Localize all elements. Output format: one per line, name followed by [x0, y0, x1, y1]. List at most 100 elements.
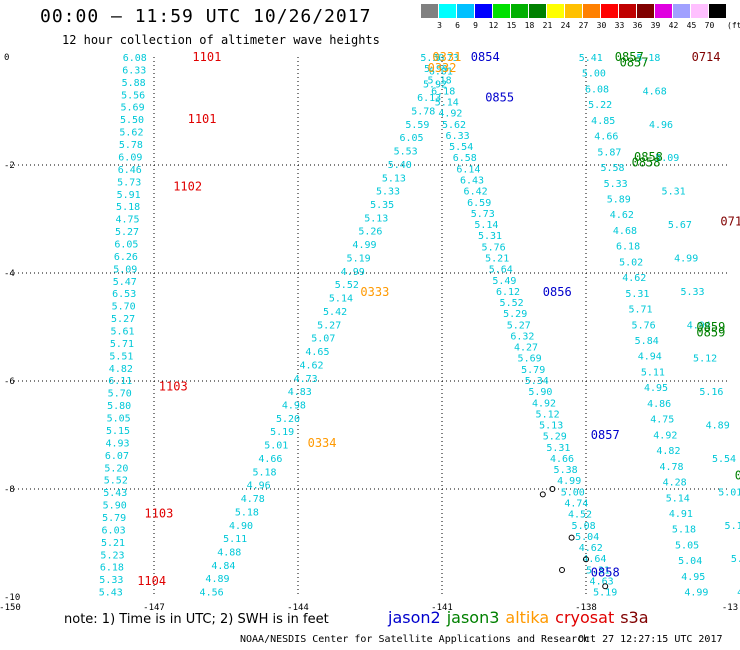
wave-height-value: 4.96	[247, 481, 271, 492]
wave-height-value: 5.43	[103, 488, 127, 499]
scale-swatch	[493, 4, 510, 18]
wave-height-value: 4.62	[579, 543, 603, 554]
wave-height-value: 5.12	[693, 354, 717, 365]
wave-height-value: 5.13	[382, 173, 406, 184]
scale-swatch	[457, 4, 474, 18]
wave-height-value: 5.69	[518, 354, 542, 365]
wave-height-value: 6.46	[118, 165, 142, 176]
wave-height-value: 5.18	[235, 507, 259, 518]
scale-label: 36	[632, 21, 643, 30]
pass-time-label: 0900	[735, 469, 740, 483]
wave-height-value: 5.31	[625, 289, 649, 300]
longitude-tick-label: -144	[287, 603, 309, 613]
wave-height-value: 6.18	[431, 86, 455, 97]
wave-height-value: 5.35	[370, 200, 394, 211]
wave-height-value: 6.08	[585, 84, 609, 95]
island-outline	[583, 556, 589, 563]
island-outline	[559, 567, 565, 573]
wave-height-value: 4.92	[653, 430, 677, 441]
wave-height-value: 5.18	[636, 53, 660, 64]
wave-height-value: 5.76	[632, 320, 656, 331]
wave-height-value: 4.66	[594, 132, 618, 143]
wave-height-value: 4.89	[706, 421, 730, 432]
wave-height-value: 5.09	[655, 153, 679, 164]
wave-height-value: 4.75	[115, 215, 139, 226]
wave-height-value: 5.99	[424, 64, 448, 75]
wave-height-value: 6.59	[467, 198, 491, 209]
scale-label: 12	[488, 21, 499, 30]
wave-height-value: 5.29	[543, 432, 567, 443]
wave-height-value: 4.92	[532, 398, 556, 409]
pass-time-label: 0858	[632, 155, 661, 169]
scale-label: 15	[506, 21, 517, 30]
scale-swatch	[547, 4, 564, 18]
wave-height-value: 5.14	[474, 220, 498, 231]
wave-height-value: 6.05	[399, 133, 423, 144]
footer-credit: NOAA/NESDIS Center for Satellite Applica…	[240, 634, 590, 645]
wave-height-value: 4.85	[591, 116, 615, 127]
wave-height-value: 5.14	[666, 493, 690, 504]
wave-height-value: 5.42	[323, 307, 347, 318]
island-outline	[549, 486, 556, 492]
legend-cryosat: cryosat	[555, 608, 615, 627]
longitude-tick-label: -141	[431, 603, 453, 613]
wave-height-value: 4.68	[613, 226, 637, 237]
scale-swatch	[583, 4, 600, 18]
wave-height-value: 5.16	[699, 387, 723, 398]
wave-height-value: 6.12	[496, 287, 520, 298]
longitude-tick-label: -147	[143, 603, 165, 613]
wave-height-value: 5.18	[252, 467, 276, 478]
wave-height-value: 6.18	[100, 563, 124, 574]
wave-height-value: 5.49	[492, 276, 516, 287]
scale-swatch	[691, 4, 708, 18]
pass-time-label: 0858	[634, 150, 663, 164]
wave-height-value: 5.27	[115, 227, 139, 238]
scale-label: 42	[668, 21, 679, 30]
wave-height-value: 5.09	[731, 554, 740, 565]
wave-height-value: 5.47	[113, 277, 137, 288]
wave-height-value: 4.82	[656, 446, 680, 457]
wave-height-value: 5.22	[588, 100, 612, 111]
wave-height-value: 5.05	[107, 414, 131, 425]
wave-height-value: 5.11	[223, 534, 247, 545]
scale-label: 21	[542, 21, 553, 30]
pass-time-label: 0331	[432, 50, 461, 64]
wave-height-value: 5.19	[593, 588, 617, 599]
wave-height-value: 5.00	[582, 69, 606, 80]
wave-height-value: 5.14	[435, 98, 459, 109]
pass-time-label: 0858	[591, 566, 620, 580]
pass-time-label: 0857	[591, 428, 620, 442]
wave-height-value: 4.99	[341, 267, 365, 278]
wave-height-value: 5.20	[104, 463, 128, 474]
wave-height-value: 6.14	[456, 164, 480, 175]
wave-height-value: 5.50	[120, 115, 144, 126]
wave-height-value: 5.04	[678, 556, 702, 567]
wave-height-value: 5.54	[449, 142, 473, 153]
wave-height-value: 5.11	[641, 367, 665, 378]
map-subtitle: 12 hour collection of altimeter wave hei…	[62, 33, 380, 47]
wave-height-value: 5.20	[276, 414, 300, 425]
wave-height-value: 4.78	[660, 462, 684, 473]
wave-height-value: 4.88	[217, 548, 241, 559]
wave-height-value: 5.59	[405, 120, 429, 131]
wave-height-value: 5.90	[528, 387, 552, 398]
scale-swatch	[421, 4, 438, 18]
wave-height-value: 4.94	[687, 320, 711, 331]
wave-height-value: 4.63	[590, 576, 614, 587]
pass-time-label: 1102	[173, 180, 202, 194]
wave-height-value: 4.86	[647, 399, 671, 410]
wave-height-value: 4.93	[105, 438, 129, 449]
wave-height-value: 5.23	[100, 550, 124, 561]
note-text: note: 1) Time is in UTC; 2) SWH is in fe…	[64, 612, 329, 627]
wave-height-value: 5.78	[119, 140, 143, 151]
wave-height-value: 5.71	[628, 305, 652, 316]
pass-time-label: 1104	[137, 574, 166, 588]
latitude-tick-label: 0	[4, 53, 9, 63]
scale-label: 24	[560, 21, 571, 30]
wave-height-value: 5.71	[110, 339, 134, 350]
pass-time-label: 1103	[159, 379, 188, 393]
wave-height-value: 5.09	[113, 264, 137, 275]
wave-height-value: 4.27	[514, 343, 538, 354]
wave-height-value: 4.92	[438, 109, 462, 120]
wave-height-value: 5.62	[119, 128, 143, 139]
